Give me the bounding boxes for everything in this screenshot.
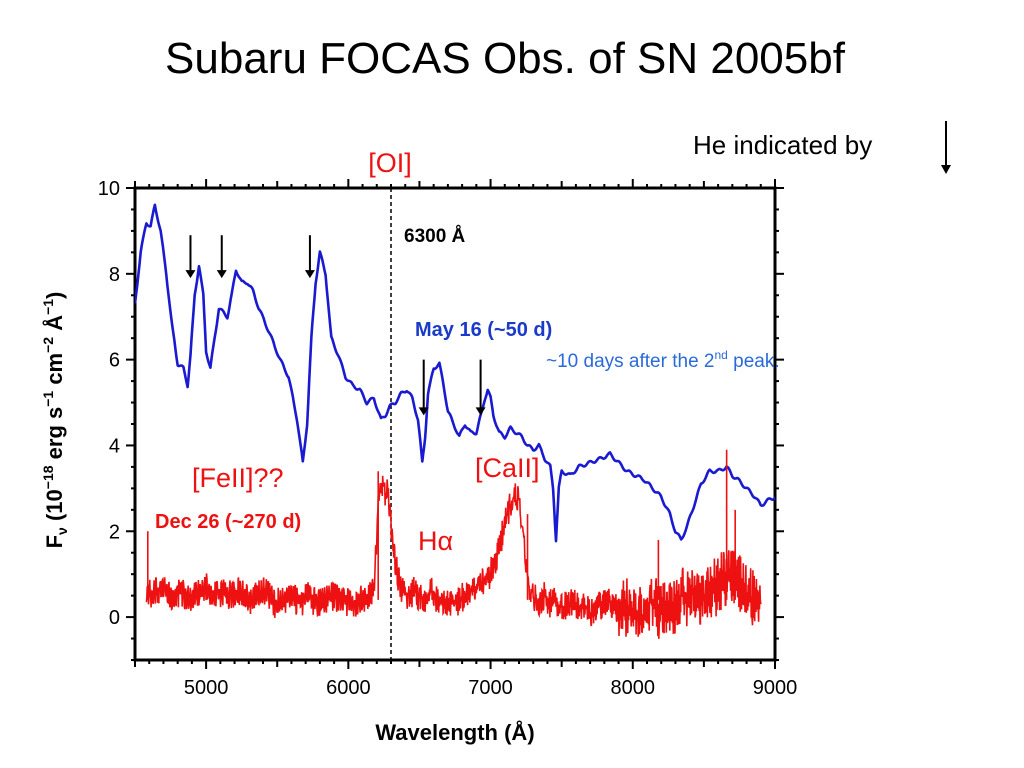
y-tick-label: 10 (98, 178, 120, 200)
series-may-16 (135, 203, 775, 543)
legend-down-arrow-icon (941, 121, 951, 174)
he-arrow-icon (418, 359, 429, 416)
y-axis-label: Fν (10−18 erg s−1 cm−2 Å−1) (40, 292, 70, 549)
he-arrow-icon (185, 235, 196, 279)
dec-spikes (147, 449, 736, 600)
y-tick-label: 6 (109, 350, 120, 372)
slide-title: Subaru FOCAS Obs. of SN 2005bf (165, 34, 845, 83)
label-dec-26: Dec 26 (~270 d) (155, 511, 301, 533)
x-axis-label: Wavelength (Å) (375, 719, 534, 745)
he-arrow-icon (216, 235, 227, 279)
label-may-16: May 16 (~50 d) (415, 319, 552, 341)
x-tick-label: 9000 (753, 677, 798, 699)
y-tick-label: 0 (109, 607, 120, 629)
oi-label: [OI] (368, 148, 412, 178)
feii-label: [FeII]?? (192, 463, 284, 493)
label-6300: 6300 Å (404, 226, 466, 247)
axis-ticks: 5000 6000 7000 8000 9000 0 2 4 6 8 10 (98, 178, 798, 699)
x-tick-label: 8000 (611, 677, 656, 699)
halpha-label: Hα (418, 526, 453, 556)
x-tick-label: 7000 (468, 677, 513, 699)
he-arrow-icon (475, 359, 486, 416)
series-dec-26 (145, 475, 762, 639)
label-after-peak: ~10 days after the 2nd peak. (546, 348, 780, 372)
y-tick-label: 8 (109, 264, 120, 286)
x-tick-label: 6000 (326, 677, 371, 699)
he-indicator-note: He indicated by (693, 130, 873, 160)
he-arrows (185, 235, 486, 416)
caii-label: [CaII] (475, 453, 540, 483)
y-tick-label: 4 (109, 435, 120, 457)
x-tick-label: 5000 (184, 677, 229, 699)
y-tick-label: 2 (109, 521, 120, 543)
he-arrow-icon (304, 235, 315, 279)
